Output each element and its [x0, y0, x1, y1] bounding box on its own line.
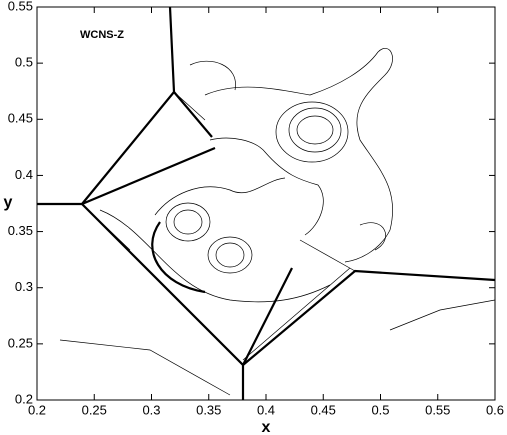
x-tick-label: 0.2 [28, 402, 46, 417]
y-tick-label: 0.2 [15, 391, 33, 406]
x-tick-label: 0.35 [196, 402, 221, 417]
contour-field [37, 6, 496, 400]
y-tick-label: 0.4 [15, 167, 33, 182]
y-tick-label: 0.45 [8, 111, 33, 126]
annotation: WCNS-Z [80, 29, 124, 41]
y-tick-label: 0.55 [8, 0, 33, 13]
x-tick-label: 0.4 [257, 402, 275, 417]
x-axis-label: x [262, 419, 271, 435]
plot-frame [36, 6, 496, 401]
y-tick-label: 0.3 [15, 279, 33, 294]
x-tick-label: 0.3 [142, 402, 160, 417]
y-tick-label: 0.35 [8, 223, 33, 238]
y-axis-label: y [4, 194, 13, 211]
x-tick-label: 0.6 [486, 402, 504, 417]
x-tick-label: 0.45 [311, 402, 336, 417]
y-tick-label: 0.25 [8, 335, 33, 350]
x-tick-label: 0.55 [425, 402, 450, 417]
y-tick-label: 0.5 [15, 55, 33, 70]
x-tick-label: 0.5 [371, 402, 389, 417]
x-tick-label: 0.25 [82, 402, 107, 417]
